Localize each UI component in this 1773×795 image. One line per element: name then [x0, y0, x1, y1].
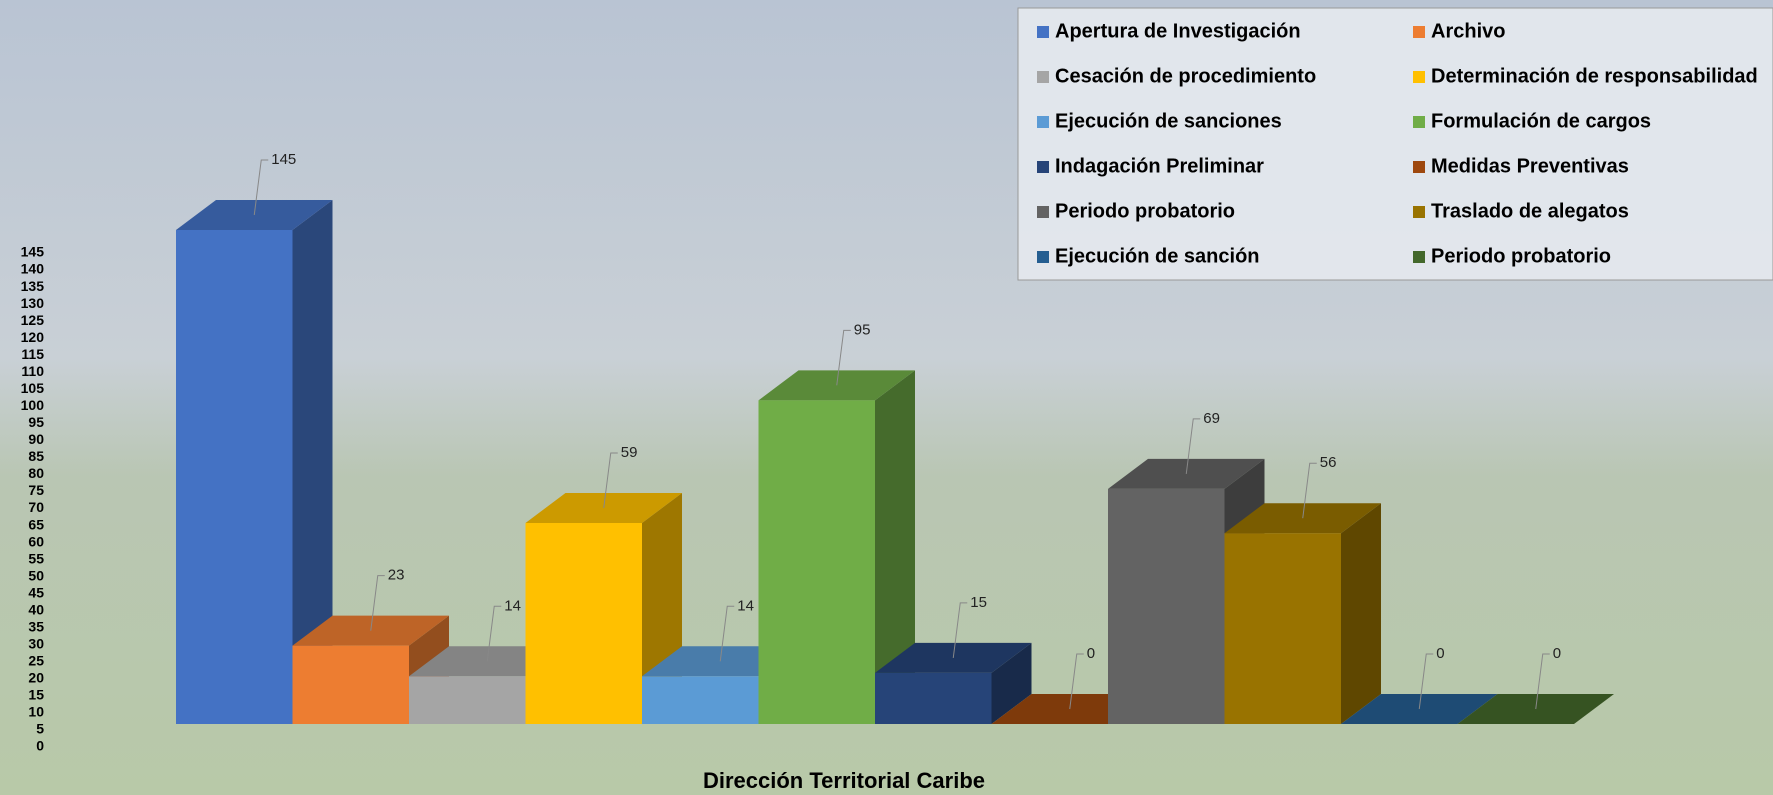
- bar: [409, 676, 526, 724]
- y-tick-label: 65: [28, 516, 44, 532]
- y-tick-label: 40: [28, 601, 44, 617]
- data-label: 0: [1436, 645, 1444, 662]
- legend-label: Ejecución de sanción: [1055, 245, 1260, 267]
- legend-label: Periodo probatorio: [1055, 200, 1235, 222]
- legend-swatch: [1413, 26, 1425, 38]
- bar-side: [292, 200, 333, 724]
- bar: [525, 522, 642, 724]
- y-tick-label: 120: [21, 329, 45, 345]
- y-tick-label: 135: [21, 278, 45, 294]
- y-tick-label: 130: [21, 295, 45, 311]
- legend-swatch: [1037, 206, 1049, 218]
- y-tick-label: 60: [28, 533, 44, 549]
- leader-line: [370, 575, 385, 631]
- leader-line: [1418, 653, 1434, 710]
- leader-line: [1069, 653, 1084, 710]
- bar-side: [875, 370, 915, 724]
- leader-line: [1535, 653, 1550, 710]
- y-tick-label: 90: [28, 431, 44, 447]
- y-tick-label: 0: [36, 738, 44, 754]
- legend-swatch: [1413, 161, 1425, 173]
- y-tick-label: 70: [28, 499, 44, 515]
- y-tick-label: 140: [21, 261, 45, 277]
- y-tick-label: 5: [36, 721, 44, 737]
- bar: [1108, 488, 1225, 724]
- y-tick-label: 30: [28, 635, 44, 651]
- bar: [292, 645, 409, 724]
- y-tick-label: 100: [21, 397, 45, 413]
- legend-swatch: [1413, 116, 1425, 128]
- data-label: 0: [1553, 645, 1561, 662]
- leader-line: [952, 602, 968, 658]
- y-tick-label: 75: [28, 482, 44, 498]
- leader-line: [1185, 418, 1201, 474]
- legend-swatch: [1037, 161, 1049, 173]
- leader-line: [486, 605, 502, 662]
- y-tick-label: 125: [21, 312, 45, 328]
- bar: [176, 230, 293, 724]
- y-tick-label: 20: [28, 670, 44, 686]
- legend-swatch: [1037, 251, 1049, 263]
- data-label: 95: [854, 321, 871, 338]
- legend-swatch: [1037, 116, 1049, 128]
- y-tick-label: 25: [28, 653, 44, 669]
- bar-side: [991, 642, 1032, 724]
- bar-side: [1341, 503, 1381, 724]
- y-tick-label: 15: [28, 687, 44, 703]
- y-tick-label: 50: [28, 567, 44, 583]
- bar: [1224, 533, 1341, 724]
- legend-label: Determinación de responsabilidad: [1431, 65, 1758, 87]
- legend-label: Cesación de procedimiento: [1055, 65, 1316, 87]
- data-label: 69: [1203, 410, 1220, 427]
- y-tick-label: 35: [28, 618, 44, 634]
- legend-swatch: [1037, 71, 1049, 83]
- data-label: 0: [1087, 645, 1095, 662]
- legend-swatch: [1413, 206, 1425, 218]
- leader-line: [719, 605, 735, 662]
- data-label: 15: [970, 594, 987, 611]
- legend-swatch: [1413, 71, 1425, 83]
- bar: [758, 400, 875, 724]
- data-label: 14: [737, 597, 754, 614]
- data-label: 145: [271, 151, 296, 168]
- leader-line: [1302, 462, 1317, 519]
- data-label: 56: [1320, 454, 1337, 471]
- legend-label: Traslado de alegatos: [1431, 200, 1629, 222]
- y-tick-label: 55: [28, 550, 44, 566]
- legend-label: Ejecución de sanciones: [1055, 110, 1282, 132]
- legend-label: Medidas Preventivas: [1431, 155, 1629, 177]
- legend-label: Apertura de Investigación: [1055, 20, 1301, 42]
- y-tick-label: 45: [28, 584, 44, 600]
- leader-line: [603, 452, 618, 509]
- bar: [875, 672, 992, 724]
- legend-box: [1017, 7, 1773, 281]
- y-tick-label: 115: [21, 346, 44, 362]
- leader-line: [253, 159, 269, 216]
- legend-label: Periodo probatorio: [1431, 245, 1611, 267]
- legend-label: Formulación de cargos: [1431, 110, 1651, 132]
- data-label: 59: [621, 444, 638, 461]
- y-tick-label: 85: [28, 448, 44, 464]
- leader-line: [836, 329, 851, 386]
- legend-swatch: [1413, 251, 1425, 263]
- legend-label: Indagación Preliminar: [1055, 155, 1264, 177]
- category-label: Dirección Territorial Caribe: [703, 768, 985, 793]
- y-tick-label: 95: [28, 414, 44, 430]
- legend-label: Archivo: [1431, 20, 1505, 42]
- legend-swatch: [1037, 26, 1049, 38]
- y-tick-label: 145: [21, 244, 45, 260]
- y-tick-label: 105: [21, 380, 45, 396]
- y-tick-label: 10: [28, 704, 44, 720]
- y-tick-label: 110: [21, 363, 44, 379]
- bar: [642, 676, 759, 724]
- data-label: 14: [504, 597, 521, 614]
- data-label: 23: [388, 567, 405, 584]
- y-tick-label: 80: [28, 465, 44, 481]
